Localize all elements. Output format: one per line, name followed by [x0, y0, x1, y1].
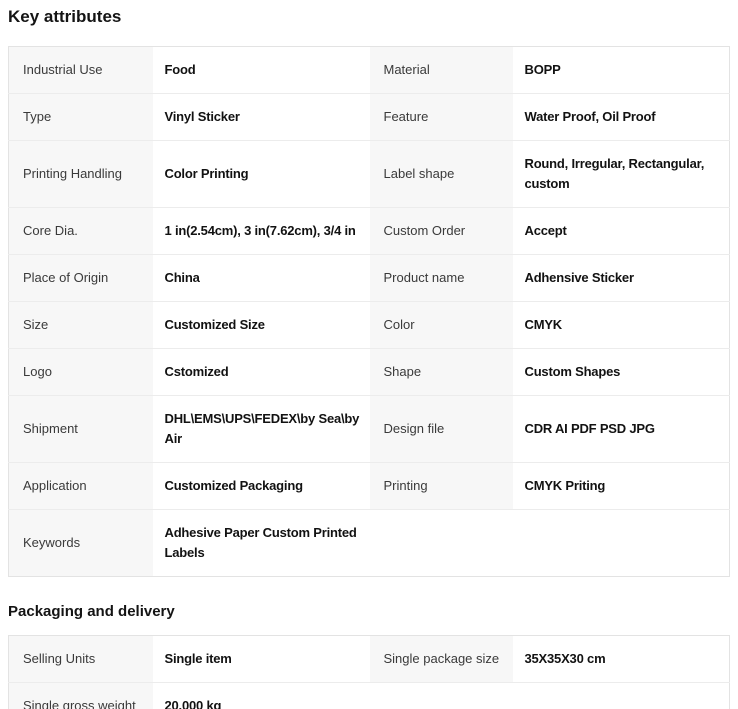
- attribute-label: Shape: [369, 348, 513, 396]
- key-attributes-table: Industrial Use Food Material BOPP Type V…: [8, 46, 730, 577]
- attribute-label: Printing: [369, 462, 513, 510]
- table-row: Size Customized Size Color CMYK: [8, 301, 730, 349]
- attribute-value: Custom Shapes: [512, 348, 730, 396]
- attribute-label: Design file: [369, 395, 513, 463]
- attribute-value: CMYK: [512, 301, 730, 349]
- attribute-label: Core Dia.: [8, 207, 153, 255]
- attribute-label: Custom Order: [369, 207, 513, 255]
- attribute-label: Printing Handling: [8, 140, 153, 208]
- attribute-value: Customized Size: [152, 301, 370, 349]
- attribute-label: Keywords: [8, 509, 153, 577]
- attribute-value: BOPP: [524, 62, 561, 77]
- attribute-label: Type: [8, 93, 153, 141]
- table-row: Printing Handling Color Printing Label s…: [8, 140, 730, 208]
- table-row: Single gross weight 20.000 kg: [8, 682, 730, 709]
- attribute-label: Selling Units: [8, 635, 153, 683]
- attribute-value: Cstomized: [152, 348, 370, 396]
- attribute-label: Label shape: [369, 140, 513, 208]
- attribute-label: Industrial Use: [8, 46, 153, 94]
- attribute-label: Product name: [369, 254, 513, 302]
- attribute-value-text: Adhesive Paper Custom Printed Labels: [164, 525, 357, 560]
- section-title-packaging-delivery: Packaging and delivery: [8, 603, 175, 620]
- attribute-value: China: [152, 254, 370, 302]
- table-row: Type Vinyl Sticker Feature Water Proof, …: [8, 93, 730, 141]
- attribute-label: Shipment: [8, 395, 153, 463]
- table-row: Industrial Use Food Material BOPP: [8, 46, 730, 94]
- attribute-value: Food: [164, 62, 196, 77]
- table-row: Shipment DHL\EMS\UPS\FEDEX\by Sea\by Air…: [8, 395, 730, 463]
- attribute-value: Vinyl Sticker: [152, 93, 370, 141]
- table-row: Logo Cstomized Shape Custom Shapes: [8, 348, 730, 396]
- attribute-value: Adhesive Paper Custom Printed Labels: [152, 509, 730, 577]
- attribute-label: Color: [369, 301, 513, 349]
- attribute-value: Customized Packaging: [152, 462, 370, 510]
- attribute-value: 35X35X30 cm: [524, 651, 606, 666]
- page-title: Key attributes: [8, 7, 122, 26]
- attribute-label: Place of Origin: [8, 254, 153, 302]
- table-row: Core Dia. 1 in(2.54cm), 3 in(7.62cm), 3/…: [8, 207, 730, 255]
- attribute-value: Water Proof, Oil Proof: [512, 93, 730, 141]
- attribute-label: Size: [8, 301, 153, 349]
- attribute-value: 20.000 kg: [152, 682, 730, 709]
- attribute-label: Material: [369, 46, 513, 94]
- attribute-value: Single item: [164, 651, 232, 666]
- attribute-value: Accept: [512, 207, 730, 255]
- table-row: Place of Origin China Product name Adhen…: [8, 254, 730, 302]
- attribute-value: CMYK Priting: [512, 462, 730, 510]
- attribute-label: Feature: [369, 93, 513, 141]
- attribute-value: CDR AI PDF PSD JPG: [512, 395, 730, 463]
- attribute-value: DHL\EMS\UPS\FEDEX\by Sea\by Air: [152, 395, 370, 463]
- attribute-label: Single gross weight: [8, 682, 153, 709]
- attribute-label: Single package size: [369, 635, 513, 683]
- table-row: Keywords Adhesive Paper Custom Printed L…: [8, 509, 730, 577]
- attribute-label: Application: [8, 462, 153, 510]
- table-row: Selling Units Single item Single package…: [8, 635, 730, 683]
- attribute-value: Round, Irregular, Rectangular, custom: [512, 140, 730, 208]
- attribute-value: 1 in(2.54cm), 3 in(7.62cm), 3/4 in: [152, 207, 370, 255]
- attribute-value: Color Printing: [152, 140, 370, 208]
- attribute-label: Logo: [8, 348, 153, 396]
- table-row: Application Customized Packaging Printin…: [8, 462, 730, 510]
- packaging-delivery-table: Selling Units Single item Single package…: [8, 635, 730, 709]
- attribute-value: Adhensive Sticker: [512, 254, 730, 302]
